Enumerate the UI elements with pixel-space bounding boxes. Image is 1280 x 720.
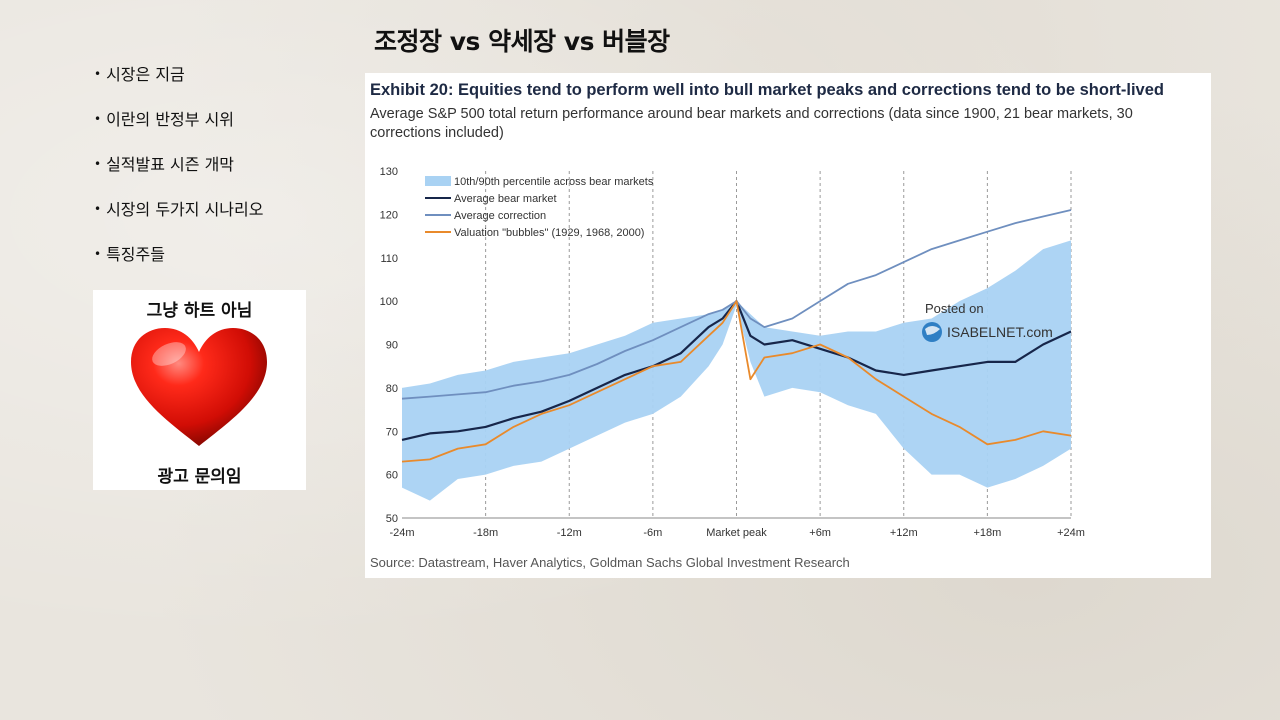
x-tick-label: +18m (973, 527, 1001, 539)
bullet-glyph: • (94, 202, 102, 216)
bullet-item: • 이란의 반정부 시위 (94, 108, 263, 153)
bullet-text: 시장의 두가지 시나리오 (106, 200, 264, 219)
ad-card[interactable]: 그냥 하트 아님 광고 문의임 (93, 290, 306, 490)
line-chart: 50 60 70 80 90 100 110 120 130 -24m -18m -12m -6m Mar… (380, 166, 1085, 539)
legend-label: Average bear market (454, 193, 557, 205)
bullet-item: • 특징주들 (94, 243, 263, 288)
y-tick-label: 70 (386, 426, 398, 438)
ad-bottom-text: 광고 문의임 (157, 467, 242, 487)
watermark: Posted on ISABELNET.com (922, 301, 1053, 342)
x-tick-label: -6m (643, 527, 662, 539)
bullet-text: 실적발표 시즌 개막 (106, 155, 235, 174)
x-tick-label: -12m (557, 527, 582, 539)
legend-label: Average correction (454, 210, 546, 222)
bullet-item: • 시장의 두가지 시나리오 (94, 198, 263, 243)
ad-top-text: 그냥 하트 아님 (146, 301, 253, 321)
y-tick-label: 130 (380, 166, 398, 178)
bullet-list: • 시장은 지금 • 이란의 반정부 시위 • 실적발표 시즌 개막 • 시장의 두가지… (94, 63, 263, 288)
bullet-text: 시장은 지금 (106, 65, 185, 84)
watermark-line1: Posted on (925, 301, 984, 316)
x-tick-label: +24m (1057, 527, 1085, 539)
chart-title: Exhibit 20: Equities tend to perform wel… (370, 81, 1164, 99)
bullet-text: 이란의 반정부 시위 (106, 110, 235, 129)
y-tick-label: 60 (386, 470, 398, 482)
x-tick-label: -24m (389, 527, 414, 539)
percentile-band (402, 240, 1071, 501)
legend-swatch-band (425, 176, 451, 186)
y-tick-label: 120 (380, 209, 398, 221)
chart-subtitle: Average S&P 500 total return performance… (370, 106, 1133, 141)
legend-label-band: 10th/90th percentile across bear markets (454, 176, 654, 188)
x-tick-label: +12m (890, 527, 918, 539)
bullet-glyph: • (94, 112, 102, 126)
series-lines (401, 209, 1072, 463)
y-tick-label: 90 (386, 340, 398, 352)
y-tick-label: 110 (380, 253, 398, 265)
bullet-glyph: • (94, 247, 102, 261)
chart-source: Source: Datastream, Haver Analytics, Gol… (370, 555, 850, 570)
y-tick-label: 80 (386, 383, 398, 395)
bullet-glyph: • (94, 157, 102, 171)
x-tick-label: -18m (473, 527, 498, 539)
legend-label: Valuation "bubbles" (1929, 1968, 2000) (454, 227, 644, 239)
bullet-item: • 시장은 지금 (94, 63, 263, 108)
globe-icon-highlight (925, 326, 940, 335)
watermark-line2: ISABELNET.com (947, 324, 1053, 340)
x-tick-label: +6m (809, 527, 831, 539)
bullet-text: 특징주들 (106, 245, 165, 264)
bullet-glyph: • (94, 67, 102, 81)
y-tick-label: 100 (380, 296, 398, 308)
x-tick-label: Market peak (706, 527, 767, 539)
bullet-item: • 실적발표 시즌 개막 (94, 153, 263, 198)
bubble-line (401, 300, 1072, 463)
chart-panel: Exhibit 20: Equities tend to perform wel… (365, 73, 1211, 578)
chart-axes: 50 60 70 80 90 100 110 120 130 -24m -18m -12m -6m Mar… (380, 166, 1085, 539)
slide-title: 조정장 vs 약세장 vs 버블장 (374, 27, 670, 56)
y-tick-label: 50 (386, 513, 398, 525)
heart-icon (131, 328, 267, 446)
chart-legend: 10th/90th percentile across bear markets… (425, 176, 654, 239)
